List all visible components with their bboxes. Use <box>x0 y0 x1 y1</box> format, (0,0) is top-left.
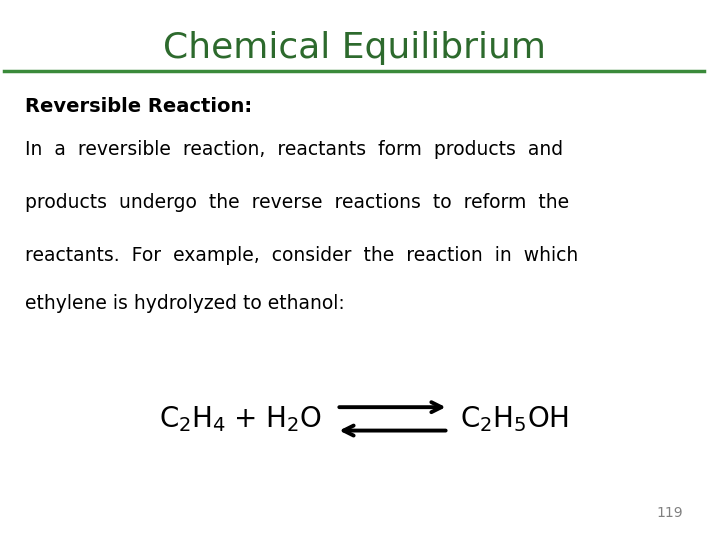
Text: 119: 119 <box>656 506 683 520</box>
Text: Chemical Equilibrium: Chemical Equilibrium <box>163 31 546 65</box>
Text: C$_2$H$_5$OH: C$_2$H$_5$OH <box>460 404 570 434</box>
Text: products  undergo  the  reverse  reactions  to  reform  the: products undergo the reverse reactions t… <box>25 193 570 212</box>
Text: C$_2$H$_4$: C$_2$H$_4$ <box>159 404 227 434</box>
Text: Reversible Reaction:: Reversible Reaction: <box>25 97 252 116</box>
Text: + H$_2$O: + H$_2$O <box>233 404 321 434</box>
Text: reactants.  For  example,  consider  the  reaction  in  which: reactants. For example, consider the rea… <box>25 246 578 265</box>
Text: In  a  reversible  reaction,  reactants  form  products  and: In a reversible reaction, reactants form… <box>25 140 563 159</box>
Text: ethylene is hydrolyzed to ethanol:: ethylene is hydrolyzed to ethanol: <box>25 294 345 313</box>
